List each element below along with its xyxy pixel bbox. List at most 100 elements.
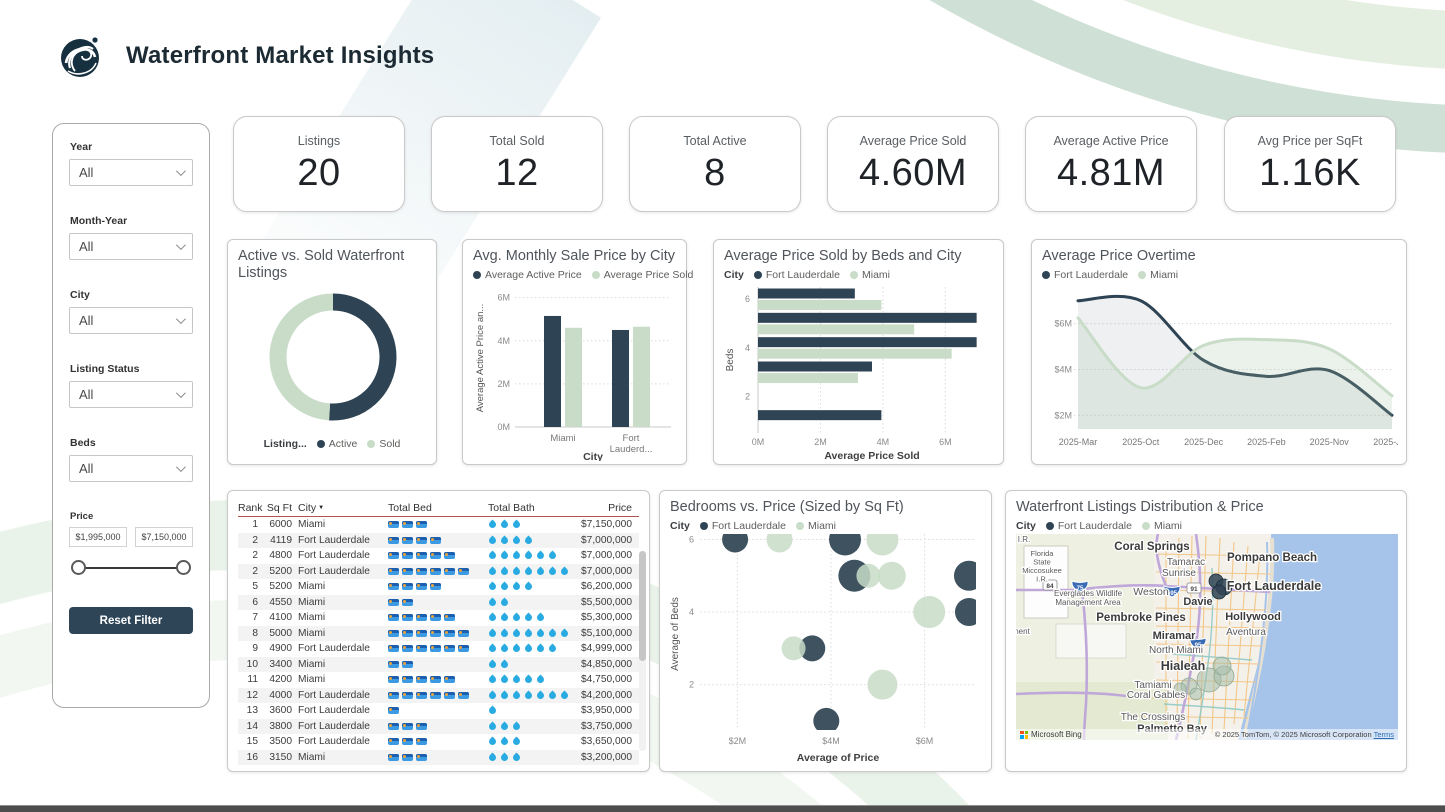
bed-icon (416, 629, 427, 637)
table-row[interactable]: 10 3400 Miami $4,850,000 (238, 656, 639, 672)
legend-item[interactable]: Miami (1138, 269, 1178, 281)
legend-item[interactable]: Fort Lauderdale (1045, 520, 1132, 533)
bar[interactable] (758, 410, 882, 421)
scatter-point[interactable] (829, 534, 862, 556)
scatter-point[interactable] (781, 636, 806, 661)
table-row[interactable]: 6 4550 Miami $5,500,000 (238, 594, 639, 610)
terms-link[interactable]: Terms (1373, 730, 1394, 740)
line-series[interactable] (1076, 316, 1394, 398)
column-header-total-bath[interactable]: Total Bath (488, 502, 535, 514)
bar[interactable] (758, 349, 952, 360)
table-row[interactable]: 9 4900 Fort Lauderdale $4,999,000 (238, 641, 639, 657)
table-row[interactable]: 2 4119 Fort Lauderdale $7,000,000 (238, 532, 639, 548)
scatter-point[interactable] (954, 598, 983, 627)
bath-droplet-icon (488, 597, 498, 608)
reset-filter-button[interactable]: Reset Filter (69, 607, 193, 634)
scatter-point[interactable] (877, 562, 906, 591)
map-bubble[interactable] (1189, 687, 1203, 701)
bed-icon (458, 691, 469, 699)
scatter-point[interactable] (722, 534, 749, 553)
filter-select-listing-status[interactable]: All (69, 381, 193, 408)
table-row[interactable]: 11 4200 Miami $4,750,000 (238, 672, 639, 688)
bed-icon (402, 552, 413, 560)
legend-item[interactable]: Average Active Price (473, 269, 582, 281)
cell-total-bed (388, 612, 488, 623)
scrollbar-thumb[interactable] (639, 551, 646, 661)
bar[interactable] (544, 316, 561, 428)
legend-item[interactable]: Fort Lauderdale (1042, 269, 1128, 281)
column-header-total-bed[interactable]: Total Bed (388, 502, 432, 514)
line-series[interactable] (1076, 295, 1394, 418)
bar[interactable] (612, 330, 629, 428)
bar[interactable] (758, 300, 882, 311)
table-row[interactable]: 12 4000 Fort Lauderdale $4,200,000 (238, 687, 639, 703)
scatter-point[interactable] (866, 534, 899, 556)
bath-droplet-icon (511, 519, 522, 530)
map-bubble[interactable] (1211, 584, 1227, 600)
kpi-value: 20 (297, 151, 341, 194)
bar[interactable] (758, 337, 977, 348)
filter-select-year[interactable]: All (69, 159, 193, 186)
legend-dot-icon (753, 271, 762, 280)
bed-icon (444, 567, 455, 575)
cell-city: Fort Lauderdale (298, 565, 370, 577)
column-header-price[interactable]: Price (608, 502, 632, 514)
bar[interactable] (758, 313, 977, 324)
column-header-sq-ft[interactable]: Sq Ft (266, 502, 292, 514)
price-range-slider[interactable] (71, 559, 191, 577)
chevron-down-icon (175, 240, 186, 251)
map[interactable]: 84 75 595 91 95 I.R. Florida State Miccosukee I.… (1016, 534, 1398, 741)
bar[interactable] (758, 361, 872, 372)
map-label: I.R. (1018, 535, 1030, 544)
cell-rank: 16 (246, 751, 258, 763)
table-row[interactable]: 2 5200 Fort Lauderdale $7,000,000 (238, 563, 639, 579)
legend-item[interactable]: Average Price Sold (591, 269, 693, 281)
slider-handle-min[interactable] (71, 560, 86, 575)
table-row[interactable]: 7 4100 Miami $5,300,000 (238, 610, 639, 626)
table-row[interactable]: 1 6000 Miami $7,150,000 (238, 517, 639, 533)
price-min-input[interactable]: $1,995,000 (69, 527, 127, 547)
bar[interactable] (758, 373, 858, 384)
table-row[interactable]: 15 3500 Fort Lauderdale $3,650,000 (238, 734, 639, 750)
table-row[interactable]: 8 5000 Miami $5,100,000 (238, 625, 639, 641)
bar[interactable] (633, 327, 650, 428)
filter-select-beds[interactable]: All (69, 455, 193, 482)
legend-item[interactable]: Fort Lauderdale (753, 269, 840, 281)
table-row[interactable]: 13 3600 Fort Lauderdale $3,950,000 (238, 703, 639, 719)
table-row[interactable]: 16 3150 Miami $3,200,000 (238, 749, 639, 765)
legend-label: Fort Lauderdale (1057, 520, 1132, 533)
scatter-point[interactable] (856, 564, 881, 589)
legend-item[interactable]: Miami (849, 269, 890, 281)
scatter-point[interactable] (953, 561, 983, 592)
filter-select-city[interactable]: All (69, 307, 193, 334)
price-max-input[interactable]: $7,150,000 (135, 527, 193, 547)
cell-sq-ft: 3600 (269, 705, 292, 717)
legend-item[interactable]: Fort Lauderdale (699, 520, 786, 532)
table-scrollbar[interactable] (639, 551, 646, 751)
table-row[interactable]: 5 5200 Miami $6,200,000 (238, 579, 639, 595)
filter-select-month-year[interactable]: All (69, 233, 193, 260)
bar[interactable] (758, 324, 915, 335)
scatter-point[interactable] (766, 534, 793, 553)
legend-item[interactable]: Active (316, 438, 357, 450)
bed-icon (444, 629, 455, 637)
slider-handle-max[interactable] (176, 560, 191, 575)
legend-item[interactable]: Miami (1141, 520, 1182, 532)
scatter-point[interactable] (813, 708, 840, 734)
map-bubble[interactable] (1212, 656, 1232, 676)
legend-item[interactable]: Miami (795, 520, 836, 532)
table-row[interactable]: 14 3800 Fort Lauderdale $3,750,000 (238, 718, 639, 734)
scatter-point[interactable] (913, 596, 946, 629)
scatter-point[interactable] (867, 670, 898, 701)
table-row[interactable]: 2 4800 Fort Lauderdale $7,000,000 (238, 548, 639, 564)
column-header-city[interactable]: City ▼ (298, 502, 325, 514)
bar[interactable] (565, 328, 582, 428)
bar[interactable] (758, 288, 855, 299)
column-header-rank[interactable]: Rank▲ (238, 502, 263, 514)
price-filter-label: Price (70, 511, 94, 522)
legend-item[interactable]: Sold (367, 438, 400, 450)
kpi-card-avg-price-per-sqft: Avg Price per SqFt 1.16K (1224, 116, 1396, 212)
donut-segment-sold[interactable] (269, 293, 334, 421)
donut-segment-active[interactable] (329, 293, 397, 421)
